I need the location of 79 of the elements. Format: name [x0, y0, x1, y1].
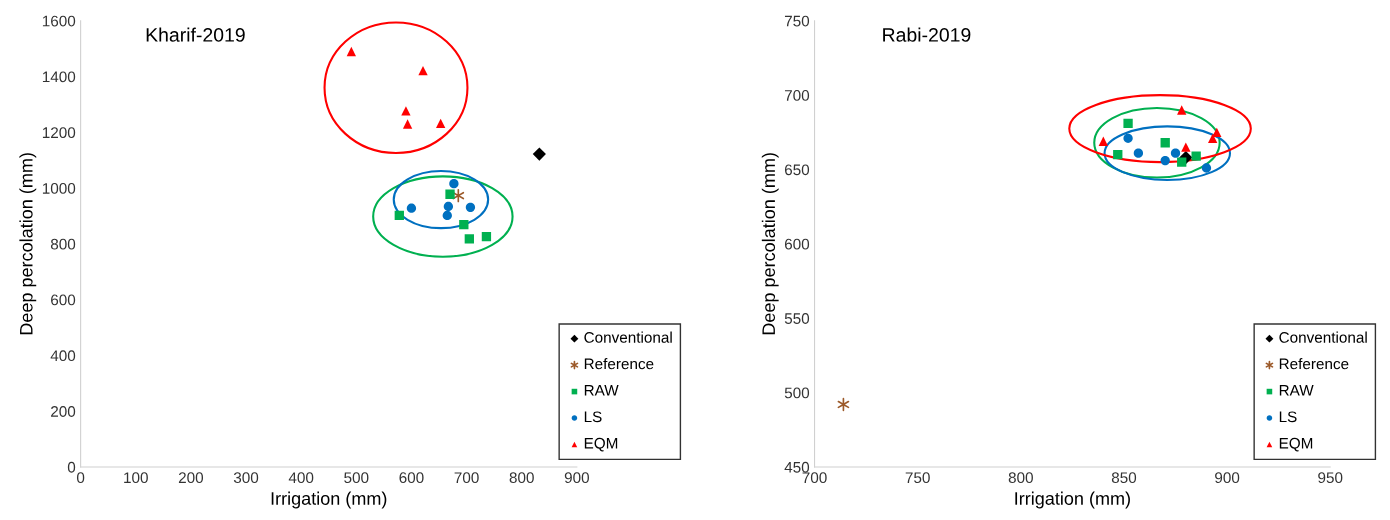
x-axis-title: Irrigation (mm) — [1015, 491, 1130, 509]
y-tick-label: 550 — [784, 313, 810, 324]
point — [1212, 127, 1222, 137]
y-tick-label: 650 — [784, 164, 810, 176]
point — [1207, 133, 1218, 143]
legend-label: EQM — [584, 437, 618, 452]
point — [481, 231, 492, 242]
x-tick-label: 600 — [399, 472, 424, 484]
x-tick-label: 900 — [1215, 472, 1240, 484]
point — [401, 106, 411, 116]
point — [459, 219, 469, 230]
legend-label: Conventional — [1279, 331, 1367, 343]
point — [1123, 133, 1133, 143]
y-tick-label: 600 — [51, 294, 76, 306]
point — [1191, 151, 1201, 161]
x-tick-label: 900 — [564, 472, 589, 484]
point — [1181, 142, 1191, 152]
point — [442, 210, 452, 221]
x-tick-label: 0 — [76, 472, 85, 484]
chart-title: Rabi-2019 — [883, 27, 971, 42]
x-axis-title: Irrigation (mm) — [271, 491, 387, 509]
y-axis-title: Deep percolation (mm) — [761, 153, 779, 335]
point — [1160, 155, 1170, 166]
point — [465, 202, 476, 213]
y-tick-label: 800 — [50, 238, 76, 250]
point — [1113, 149, 1123, 160]
point — [445, 189, 455, 199]
legend-label: RAW — [1279, 385, 1314, 396]
y-tick-label: 200 — [51, 406, 76, 417]
point — [436, 118, 446, 129]
y-tick-label: 750 — [784, 15, 810, 27]
y-tick-label: 1600 — [42, 15, 76, 27]
y-tick-label: 450 — [784, 461, 810, 473]
point — [1098, 136, 1108, 146]
x-tick-label: 200 — [178, 472, 204, 484]
legend-label: Reference — [1279, 358, 1349, 370]
y-tick-label: 1000 — [42, 182, 76, 194]
x-tick-label: 850 — [1111, 472, 1137, 484]
y-axis-title: Deep percolation (mm) — [19, 153, 37, 335]
point — [402, 119, 413, 129]
point — [449, 178, 459, 189]
point — [443, 201, 454, 212]
point — [346, 46, 356, 57]
y-tick-label: 600 — [784, 238, 810, 250]
x-tick-label: 300 — [233, 472, 259, 484]
y-tick-label: 0 — [67, 461, 76, 473]
point — [1133, 148, 1144, 158]
x-tick-label: 400 — [288, 472, 314, 484]
y-tick-label: 400 — [50, 350, 76, 362]
point — [1177, 105, 1187, 115]
y-tick-label: 1400 — [42, 71, 76, 83]
x-tick-label: 100 — [124, 472, 148, 484]
point — [406, 203, 417, 213]
point — [1123, 118, 1133, 129]
x-tick-label: 800 — [509, 472, 534, 484]
x-tick-label: 700 — [802, 472, 827, 484]
x-tick-label: 950 — [1318, 472, 1343, 484]
point — [464, 234, 474, 244]
chart-title: Kharif-2019 — [146, 27, 245, 42]
point — [1177, 157, 1187, 167]
legend-label: LS — [1279, 411, 1297, 423]
point — [418, 66, 428, 76]
x-tick-label: 750 — [905, 472, 930, 484]
legend-label: RAW — [584, 385, 619, 396]
legend-label: Conventional — [584, 331, 672, 343]
point — [532, 147, 546, 161]
point — [394, 210, 404, 221]
point — [1201, 163, 1212, 173]
y-tick-label: 700 — [784, 90, 810, 101]
x-tick-label: 500 — [344, 472, 369, 484]
y-tick-label: 500 — [784, 387, 810, 399]
point — [1160, 138, 1170, 148]
x-tick-label: 800 — [1008, 472, 1033, 484]
point — [1170, 148, 1181, 158]
legend-label: EQM — [1279, 437, 1313, 452]
legend-label: LS — [584, 411, 602, 423]
y-tick-label: 1200 — [42, 127, 76, 139]
legend-label: Reference — [584, 358, 654, 370]
x-tick-label: 700 — [454, 472, 479, 484]
